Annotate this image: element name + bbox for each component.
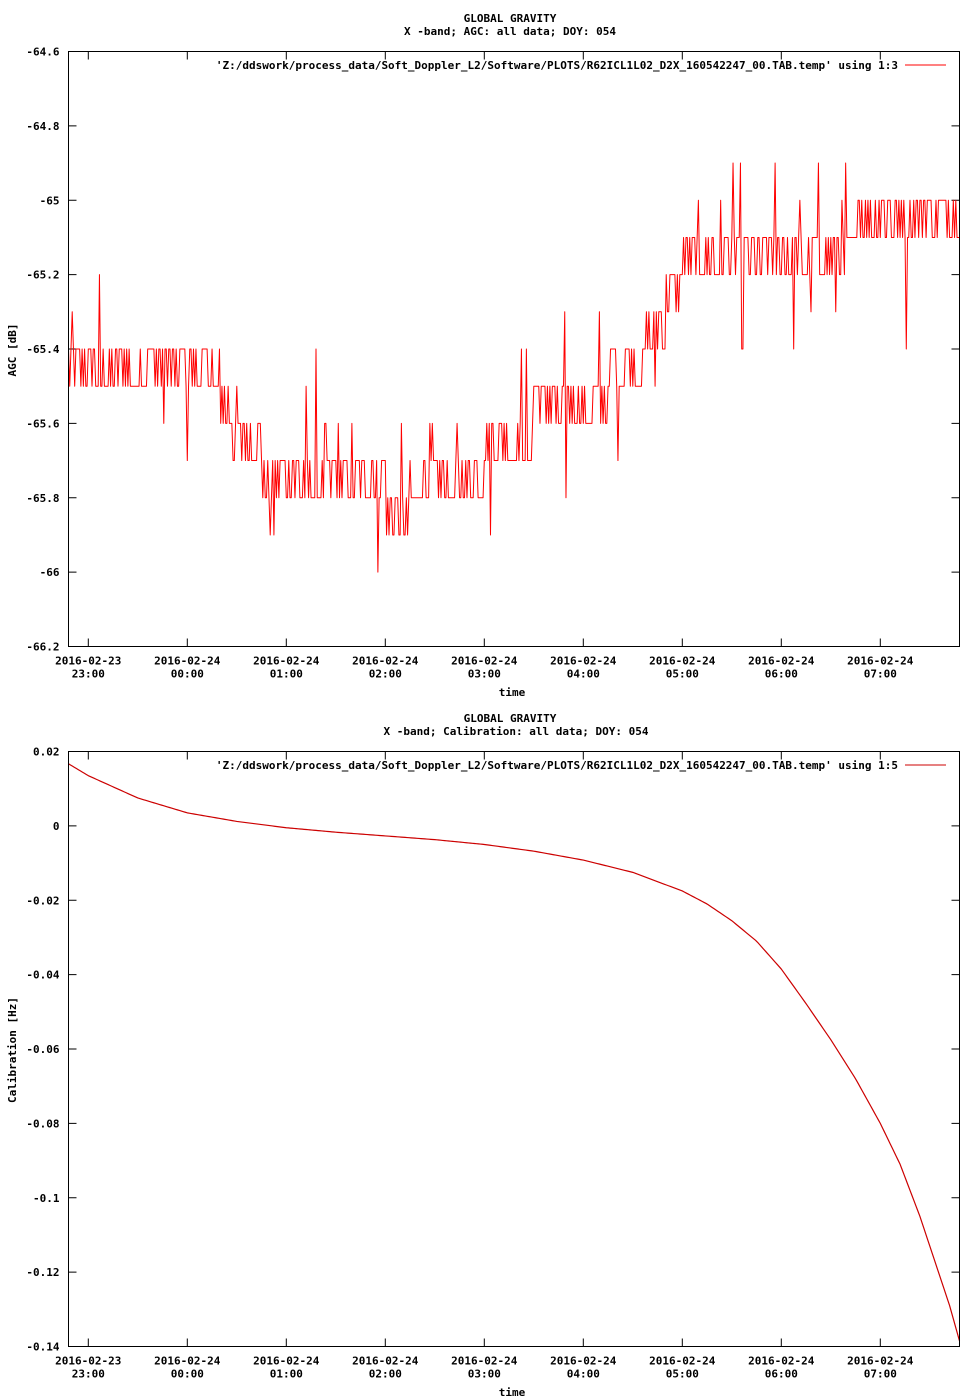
- y-tick-label: -0.12: [26, 1266, 59, 1279]
- chart-subtitle: X -band; Calibration: all data; DOY: 054: [384, 725, 649, 738]
- y-tick-label: -0.06: [26, 1043, 59, 1056]
- x-tick-label-date: 2016-02-24: [253, 1355, 320, 1368]
- y-tick-label: -0.1: [33, 1192, 60, 1205]
- x-tick-label-time: 04:00: [567, 1368, 600, 1381]
- y-tick-label: 0.02: [33, 746, 60, 759]
- plot-frame: [68, 751, 960, 1347]
- y-tick-label: -64.8: [26, 120, 59, 133]
- x-tick-label-date: 2016-02-24: [352, 655, 419, 668]
- y-tick-label: -65.6: [26, 417, 59, 430]
- x-tick-label-date: 2016-02-24: [748, 655, 815, 668]
- y-axis-label: AGC [dB]: [6, 324, 19, 377]
- y-tick-label: -65: [40, 194, 60, 207]
- x-tick-label-date: 2016-02-24: [550, 655, 617, 668]
- x-tick-label-time: 02:00: [369, 1368, 402, 1381]
- x-tick-label-date: 2016-02-23: [55, 655, 121, 668]
- x-tick-label-time: 00:00: [171, 1368, 204, 1381]
- chart-title: GLOBAL GRAVITY: [464, 712, 557, 725]
- x-tick-label-date: 2016-02-24: [550, 1355, 617, 1368]
- y-tick-label: -64.6: [26, 46, 59, 59]
- y-tick-label: -65.4: [26, 343, 59, 356]
- agc-series-line: [68, 162, 960, 573]
- x-tick-label-time: 02:00: [369, 668, 402, 681]
- y-tick-label: -66.2: [26, 641, 59, 654]
- y-axis-label: Calibration [Hz]: [6, 997, 19, 1103]
- x-tick-label-time: 07:00: [864, 668, 897, 681]
- x-tick-label-time: 05:00: [666, 1368, 699, 1381]
- x-ticks: 2016-02-2323:002016-02-2400:002016-02-24…: [55, 751, 914, 1381]
- calibration-series-line: [68, 763, 961, 1342]
- x-tick-label-time: 01:00: [270, 668, 303, 681]
- y-tick-label: -65.8: [26, 492, 59, 505]
- y-ticks: 0.02 0 -0.02 -0.04 -0.06 -0.08 -0.1 -0.12 -0.14: [26, 746, 960, 1354]
- y-ticks: -64.6 -64.8 -65 -65.2 -65.4 -65.6 -65.8 -66 -66.…: [26, 46, 960, 654]
- x-tick-label-date: 2016-02-24: [154, 1355, 221, 1368]
- x-axis-label: time: [499, 686, 526, 699]
- calibration-chart: GLOBAL GRAVITY X -band; Calibration: all…: [6, 712, 961, 1399]
- x-tick-label-time: 05:00: [666, 668, 699, 681]
- x-tick-label-date: 2016-02-24: [352, 1355, 419, 1368]
- plot-frame: [68, 51, 960, 647]
- x-axis-label: time: [499, 1386, 526, 1399]
- y-tick-label: -0.02: [26, 894, 59, 907]
- agc-chart: GLOBAL GRAVITY X -band; AGC: all data; D…: [6, 12, 960, 699]
- x-tick-label-date: 2016-02-24: [649, 655, 716, 668]
- y-tick-label: -0.08: [26, 1117, 59, 1130]
- x-tick-label-time: 03:00: [468, 668, 501, 681]
- x-tick-label-time: 01:00: [270, 1368, 303, 1381]
- y-tick-label: -66: [40, 566, 60, 579]
- x-tick-label-date: 2016-02-24: [847, 1355, 914, 1368]
- x-tick-label-date: 2016-02-24: [748, 1355, 815, 1368]
- x-tick-label-date: 2016-02-24: [253, 655, 320, 668]
- x-tick-label-date: 2016-02-24: [649, 1355, 716, 1368]
- x-tick-label-time: 04:00: [567, 668, 600, 681]
- y-tick-label: -0.04: [26, 969, 59, 982]
- x-tick-label-time: 06:00: [765, 668, 798, 681]
- x-tick-label-date: 2016-02-23: [55, 1355, 121, 1368]
- x-tick-label-time: 03:00: [468, 1368, 501, 1381]
- legend-label: 'Z:/ddswork/process_data/Soft_Doppler_L2…: [216, 759, 898, 772]
- x-tick-label-time: 23:00: [72, 1368, 105, 1381]
- x-tick-label-time: 06:00: [765, 1368, 798, 1381]
- y-tick-label: -0.14: [26, 1341, 59, 1354]
- x-tick-label-date: 2016-02-24: [451, 1355, 518, 1368]
- chart-subtitle: X -band; AGC: all data; DOY: 054: [404, 25, 616, 38]
- x-ticks: 2016-02-2323:002016-02-2400:002016-02-24…: [55, 51, 914, 681]
- y-tick-label: 0: [53, 820, 60, 833]
- x-tick-label-time: 23:00: [72, 668, 105, 681]
- x-tick-label-time: 07:00: [864, 1368, 897, 1381]
- legend-label: 'Z:/ddswork/process_data/Soft_Doppler_L2…: [216, 59, 898, 72]
- y-tick-label: -65.2: [26, 269, 59, 282]
- x-tick-label-time: 00:00: [171, 668, 204, 681]
- x-tick-label-date: 2016-02-24: [451, 655, 518, 668]
- chart-title: GLOBAL GRAVITY: [464, 12, 557, 25]
- x-tick-label-date: 2016-02-24: [847, 655, 914, 668]
- x-tick-label-date: 2016-02-24: [154, 655, 221, 668]
